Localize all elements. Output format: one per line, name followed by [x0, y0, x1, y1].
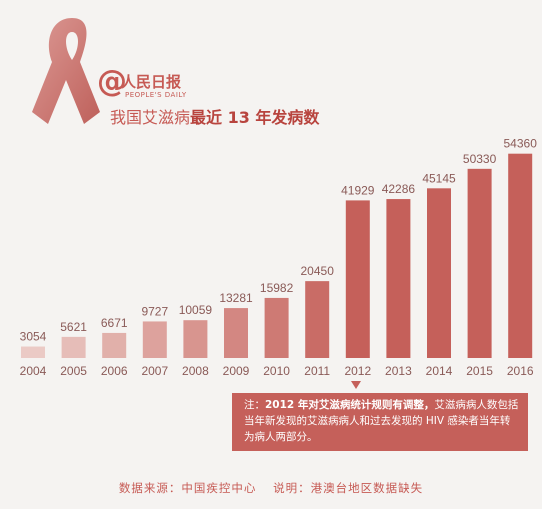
value-label-2008: 10059	[179, 303, 213, 317]
tick-label-2014: 2014	[426, 364, 453, 378]
note-marker	[351, 381, 361, 389]
value-label-2012: 41929	[341, 183, 375, 197]
logo-at-icon: @	[97, 64, 127, 99]
tick-label-2013: 2013	[385, 364, 412, 378]
bar-2010	[264, 297, 289, 358]
value-label-2016: 54360	[504, 137, 538, 151]
note-box: 注：2012 年对艾滋病统计规则有调整，艾滋病病人数包括当年新发现的艾滋病病人和…	[232, 393, 528, 451]
tick-label-2011: 2011	[304, 364, 330, 378]
tick-label-2012: 2012	[344, 364, 371, 378]
bar-2014	[427, 188, 451, 358]
bar-2009	[224, 308, 248, 358]
value-label-2013: 42286	[382, 182, 416, 196]
chart-title-normal: 我国艾滋病	[110, 108, 191, 127]
tick-label-2007: 2007	[141, 364, 168, 378]
bar-2016	[508, 153, 533, 358]
bar-2013	[386, 199, 411, 358]
logo-name: 人民日报	[121, 73, 182, 91]
value-label-2009: 13281	[219, 291, 253, 305]
value-label-2014: 45145	[422, 171, 456, 185]
footer: 数据来源：中国疾控中心 说明：港澳台地区数据缺失	[0, 480, 542, 496]
chart-title: 我国艾滋病最近 13 年发病数	[110, 104, 319, 128]
tick-label-2008: 2008	[182, 364, 209, 378]
data-source: 数据来源：中国疾控中心	[118, 481, 257, 495]
value-label-2015: 50330	[463, 152, 497, 166]
note-prefix: 注：	[244, 399, 265, 411]
note-text: 艾滋病病人数包括当年新发现的艾滋病病人和过去发现的 HIV 感染者当年转为病人两…	[244, 399, 519, 443]
bar-2005	[61, 336, 86, 358]
bar-2008	[183, 320, 208, 358]
note-bold: 2012 年对艾滋病统计规则有调整，	[265, 399, 435, 411]
bar-2011	[305, 281, 330, 358]
value-label-2004: 3054	[20, 330, 47, 344]
bar-2006	[102, 332, 127, 358]
red-ribbon-icon	[32, 18, 100, 124]
value-label-2010: 15982	[260, 281, 294, 295]
bar-2012	[345, 200, 370, 358]
tick-label-2010: 2010	[263, 364, 290, 378]
chart-title-bold: 最近 13 年发病数	[190, 108, 320, 127]
logo-subtitle: PEOPLE'S DAILY	[125, 91, 187, 99]
tick-label-2006: 2006	[101, 364, 128, 378]
tick-label-2005: 2005	[60, 364, 87, 378]
bar-2015	[467, 168, 492, 358]
tick-label-2015: 2015	[466, 364, 493, 378]
value-label-2007: 9727	[141, 304, 168, 318]
tick-label-2016: 2016	[507, 364, 534, 378]
value-label-2005: 5621	[60, 320, 87, 334]
tick-label-2009: 2009	[223, 364, 250, 378]
bar-2004	[21, 346, 45, 358]
data-remark: 说明：港澳台地区数据缺失	[273, 481, 424, 495]
bar-2007	[142, 321, 167, 358]
value-label-2006: 6671	[101, 316, 128, 330]
value-label-2011: 20450	[301, 264, 335, 278]
tick-label-2004: 2004	[20, 364, 47, 378]
